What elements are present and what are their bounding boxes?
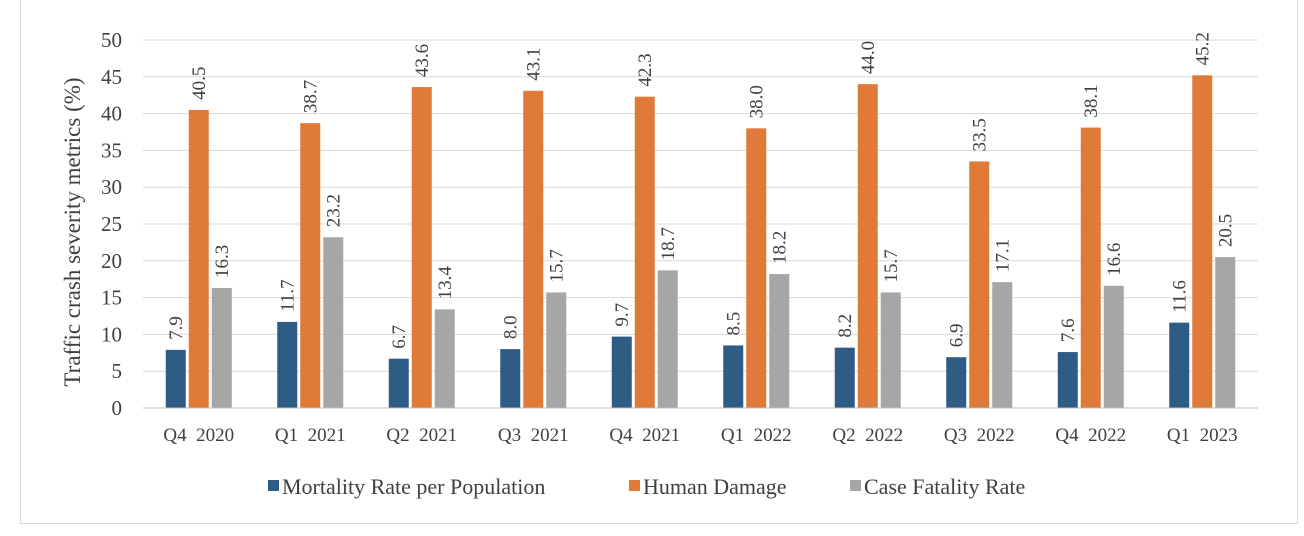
- x-tick-label: Q4 2020: [163, 425, 234, 446]
- data-label: 38.7: [300, 80, 321, 113]
- data-label: 16.6: [1104, 243, 1125, 276]
- data-label: 15.7: [881, 249, 902, 282]
- y-tick-label: 40: [101, 102, 122, 126]
- bar: [946, 357, 967, 408]
- x-tick-label: Q1 2022: [721, 425, 792, 446]
- x-tick-label: Q2 2022: [832, 425, 903, 446]
- data-label: 9.7: [612, 303, 633, 327]
- data-label: 45.2: [1192, 32, 1213, 65]
- y-axis-title: Traffic crash severity metrics (%): [60, 77, 85, 386]
- x-tick-label: Q1 2023: [1167, 425, 1238, 446]
- legend-label: Case Fatality Rate: [864, 474, 1025, 499]
- data-label: 11.7: [277, 279, 298, 312]
- data-label: 43.6: [412, 44, 433, 77]
- data-label: 16.3: [212, 245, 233, 278]
- x-axis-ticks: Q4 2020 Q1 2021 Q2 2021 Q3 2021 Q4 2021 Q1 20…: [163, 425, 1237, 446]
- bar: [300, 123, 321, 408]
- data-label: 7.6: [1058, 318, 1079, 342]
- data-label: 8.0: [500, 315, 521, 339]
- bar: [523, 90, 544, 408]
- bar: [1080, 127, 1101, 409]
- bars: [165, 75, 1236, 409]
- data-label: 13.4: [435, 266, 456, 300]
- data-label: 44.0: [858, 41, 879, 74]
- legend-swatch: [850, 480, 861, 491]
- y-tick-label: 35: [101, 138, 122, 162]
- data-label: 11.6: [1169, 280, 1190, 313]
- x-tick-label: Q3 2021: [498, 425, 569, 446]
- legend-label: Human Damage: [643, 474, 787, 499]
- bar: [969, 161, 990, 408]
- y-tick-label: 30: [101, 175, 122, 199]
- data-label: 38.1: [1081, 84, 1102, 117]
- bar: [1103, 285, 1124, 408]
- bar: [1192, 75, 1213, 408]
- data-label: 15.7: [546, 249, 567, 282]
- data-label: 18.7: [658, 227, 679, 260]
- bar: [165, 349, 186, 408]
- legend-label: Mortality Rate per Population: [282, 474, 545, 499]
- bar: [746, 128, 767, 408]
- y-tick-label: 25: [101, 212, 122, 236]
- bar: [1215, 257, 1236, 408]
- bar: [611, 336, 632, 408]
- data-label: 6.9: [946, 323, 967, 347]
- bar: [277, 321, 298, 408]
- x-tick-label: Q4 2022: [1055, 425, 1126, 446]
- x-tick-label: Q1 2021: [275, 425, 346, 446]
- data-label: 7.9: [166, 316, 187, 340]
- bar: [1169, 322, 1190, 408]
- bar: [723, 345, 744, 408]
- y-tick-label: 10: [101, 322, 122, 346]
- bar: [434, 309, 455, 408]
- bar: [500, 349, 521, 408]
- data-label: 23.2: [323, 194, 344, 227]
- bar: [834, 347, 855, 408]
- data-labels: 7.9 40.5 16.3 11.7 38.7 23.2 6.7 43.6 13.4 8.0 43.…: [166, 32, 1237, 349]
- bar: [1057, 352, 1078, 408]
- bar: [323, 237, 344, 408]
- y-axis-ticks: 0 5 10 15 20 25 30 35 40 45 50: [101, 28, 122, 420]
- data-label: 33.5: [969, 118, 990, 151]
- data-label: 38.0: [746, 85, 767, 118]
- y-tick-label: 50: [101, 28, 122, 52]
- bar: [769, 274, 790, 408]
- bar: [657, 270, 678, 408]
- data-label: 42.3: [635, 53, 656, 86]
- y-tick-label: 5: [112, 359, 123, 383]
- bar: [880, 292, 901, 408]
- data-label: 8.2: [835, 314, 856, 338]
- x-tick-label: Q3 2022: [944, 425, 1015, 446]
- y-tick-label: 45: [101, 65, 122, 89]
- data-label: 18.2: [769, 231, 790, 264]
- bar: [992, 282, 1013, 408]
- bar: [188, 109, 209, 409]
- legend-swatch: [629, 480, 640, 491]
- data-label: 6.7: [389, 325, 410, 349]
- bar: [857, 84, 878, 408]
- bar: [411, 87, 432, 408]
- data-label: 17.1: [992, 239, 1013, 272]
- data-label: 8.5: [723, 312, 744, 336]
- legend: Mortality Rate per Population Human Damag…: [268, 474, 1025, 499]
- x-tick-label: Q4 2021: [609, 425, 680, 446]
- y-tick-label: 0: [112, 396, 123, 420]
- bar: [546, 292, 567, 408]
- x-tick-label: Q2 2021: [386, 425, 457, 446]
- legend-swatch: [268, 480, 279, 491]
- data-label: 43.1: [523, 48, 544, 81]
- y-tick-label: 15: [101, 286, 122, 310]
- data-label: 40.5: [189, 67, 210, 100]
- bar: [388, 358, 409, 408]
- bar: [634, 96, 655, 408]
- data-label: 20.5: [1215, 214, 1236, 247]
- bar: [211, 288, 232, 408]
- y-tick-label: 20: [101, 249, 122, 273]
